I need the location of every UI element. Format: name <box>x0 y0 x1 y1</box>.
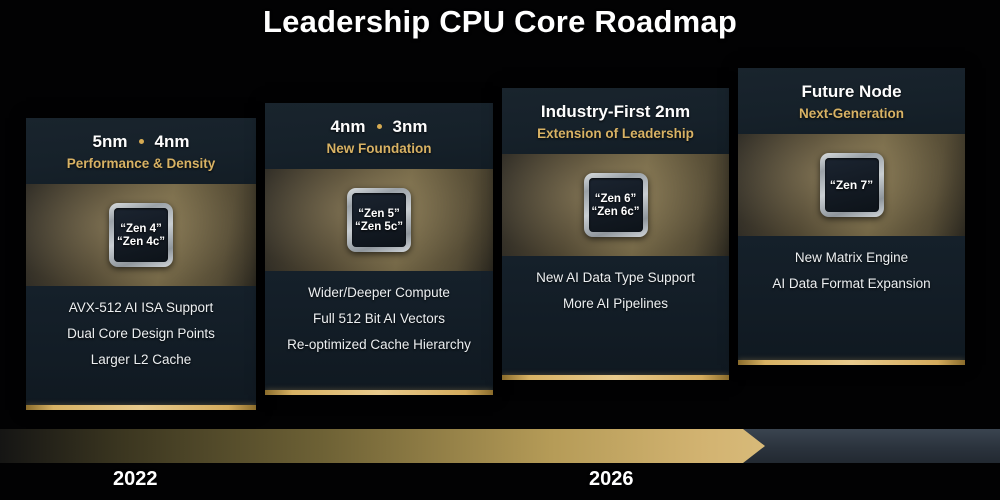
cpu-die-icon: “Zen 4” “Zen 4c” <box>109 203 173 267</box>
card-subtitle: Next-Generation <box>798 105 905 121</box>
die-face: “Zen 7” <box>824 158 879 212</box>
feature-list: Wider/Deeper Compute Full 512 Bit AI Vec… <box>265 271 493 390</box>
die-band: “Zen 6” “Zen 6c” <box>502 154 729 256</box>
roadmap-card-zen7[interactable]: Future Node Next-Generation “Zen 7” New … <box>738 68 965 365</box>
roadmap-card-zen5[interactable]: 4nm 3nm New Foundation “Zen 5” “Zen 5c” … <box>265 103 493 395</box>
feature-item: Larger L2 Cache <box>90 352 192 367</box>
timeline-arrow <box>0 429 765 463</box>
card-accent-bar <box>26 405 256 410</box>
process-node-secondary: 4nm <box>154 131 190 151</box>
feature-item: Dual Core Design Points <box>67 326 215 341</box>
card-header: 5nm 4nm Performance & Density <box>26 118 256 184</box>
feature-item: More AI Pipelines <box>562 296 669 311</box>
process-node-row: 5nm 4nm <box>93 132 190 152</box>
die-label-1: “Zen 7” <box>829 178 874 192</box>
feature-item: AI Data Format Expansion <box>772 276 931 291</box>
die-label-2: “Zen 4c” <box>117 235 165 248</box>
feature-list: New AI Data Type Support More AI Pipelin… <box>502 256 729 375</box>
card-subtitle: Performance & Density <box>66 155 216 171</box>
die-label-2: “Zen 6c” <box>591 205 640 218</box>
card-subtitle: Extension of Leadership <box>537 125 694 141</box>
bullet-dot-icon <box>376 124 382 129</box>
timeline-year-label: 2022 <box>113 468 158 490</box>
roadmap-card-zen6[interactable]: Industry-First 2nm Extension of Leadersh… <box>502 88 729 380</box>
feature-item: Full 512 Bit AI Vectors <box>312 311 446 326</box>
roadmap-card-zen4[interactable]: 5nm 4nm Performance & Density “Zen 4” “Z… <box>26 118 256 410</box>
card-subtitle: New Foundation <box>326 140 432 156</box>
card-accent-bar <box>502 375 729 380</box>
die-label-1: “Zen 4” <box>120 222 162 235</box>
feature-item: New Matrix Engine <box>794 250 909 265</box>
card-accent-bar <box>738 360 965 365</box>
process-node-primary: Future Node <box>801 81 902 101</box>
feature-list: AVX-512 AI ISA Support Dual Core Design … <box>26 286 256 405</box>
process-node-secondary: 3nm <box>392 116 428 136</box>
feature-item: Re-optimized Cache Hierarchy <box>287 337 471 352</box>
card-header: Industry-First 2nm Extension of Leadersh… <box>502 88 729 154</box>
process-node-row: 4nm 3nm <box>331 117 428 137</box>
timeline-year-label: 2026 <box>589 468 634 490</box>
die-band: “Zen 4” “Zen 4c” <box>26 184 256 286</box>
process-node-row: Industry-First 2nm <box>541 102 690 122</box>
page-title: Leadership CPU Core Roadmap <box>263 4 737 39</box>
card-accent-bar <box>265 390 493 395</box>
cpu-die-icon: “Zen 7” <box>819 153 884 217</box>
cpu-die-icon: “Zen 6” “Zen 6c” <box>583 173 648 237</box>
process-node-row: Future Node <box>801 82 901 102</box>
process-node-primary: 5nm <box>92 131 128 151</box>
die-label-2: “Zen 5c” <box>355 220 403 233</box>
die-label-1: “Zen 6” <box>594 192 637 205</box>
feature-item: New AI Data Type Support <box>536 270 695 285</box>
die-face: “Zen 6” “Zen 6c” <box>588 178 643 232</box>
feature-list: New Matrix Engine AI Data Format Expansi… <box>738 236 965 360</box>
die-band: “Zen 5” “Zen 5c” <box>265 169 493 271</box>
feature-item: Wider/Deeper Compute <box>308 285 450 300</box>
bullet-dot-icon <box>138 139 144 144</box>
feature-item: AVX-512 AI ISA Support <box>68 300 214 315</box>
die-face: “Zen 4” “Zen 4c” <box>114 208 168 262</box>
card-header: Future Node Next-Generation <box>738 68 965 134</box>
cpu-die-icon: “Zen 5” “Zen 5c” <box>347 188 411 252</box>
process-node-primary: Industry-First 2nm <box>540 101 691 121</box>
die-face: “Zen 5” “Zen 5c” <box>352 193 406 247</box>
process-node-primary: 4nm <box>330 116 366 136</box>
card-header: 4nm 3nm New Foundation <box>265 103 493 169</box>
die-band: “Zen 7” <box>738 134 965 236</box>
die-label-1: “Zen 5” <box>358 207 400 220</box>
